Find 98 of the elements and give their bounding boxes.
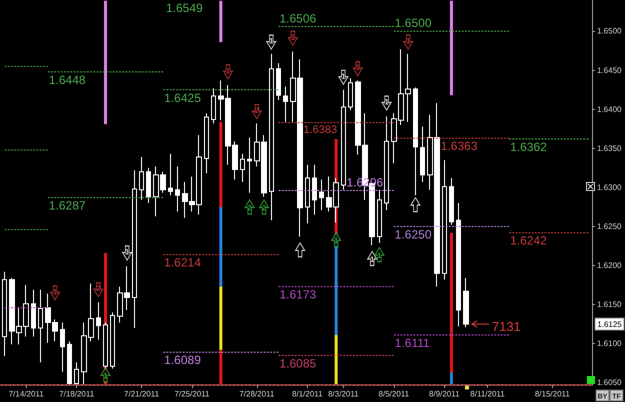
series-label: 1.6362 [510,140,548,154]
bar [450,232,453,373]
candlestick [168,153,173,196]
x-tick-label: 7/28/2011 [239,390,275,398]
text: 1 [341,72,346,81]
bar [219,350,222,384]
candlestick [60,322,65,372]
candlestick [312,164,317,216]
series-label: 1.6111 [394,336,430,350]
y-tick-label: 1.6300 [597,182,622,192]
text: 1 [384,98,389,107]
y-tick-label: 1.6500 [597,26,622,36]
candlestick [442,160,447,280]
series-label: 1.6089 [164,353,202,368]
text: 1 [103,371,108,380]
x-tick-label: 8/1/2011 [292,390,324,398]
y-tick-label: 1.6250 [597,222,622,231]
candlestick [341,89,346,190]
text: 2 [247,203,252,212]
candlestick [463,278,469,328]
candlestick [175,166,180,212]
candlestick [67,340,72,385]
candlestick [31,289,36,338]
price-tag: 1.6125 [594,318,624,331]
candlestick [420,126,425,182]
candlestick [74,362,79,385]
text: 1 [356,63,360,72]
series-label: 1.6173 [279,288,317,302]
y-tick-label: 1.6100 [597,339,622,348]
y-tick-label: 1.6050 [597,378,622,388]
bar [219,122,222,207]
candlestick [384,116,389,211]
candlestick [319,179,324,211]
series-label: 1.6448 [48,72,86,87]
text: 1 [370,254,374,264]
bar [219,0,222,42]
candlestick [247,136,252,194]
candlestick [211,88,216,124]
bar [104,0,108,124]
candlestick [240,153,245,182]
x-tick-label: 7/25/2011 [174,390,210,398]
bar [219,286,222,350]
series-label: 1.6425 [164,90,202,105]
y-tick-label: 1.6400 [597,104,622,114]
text: 1 [406,36,410,46]
x-tick-label: 7/18/2011 [59,390,95,398]
candlestick [377,189,382,244]
series-label: 1.6250 [394,227,432,242]
x-tick-label: 7/14/2011 [8,390,44,398]
x-tick-label: 8/15/2011 [534,390,570,398]
series-label: 1.6085 [279,356,317,370]
candlestick [139,156,144,200]
text: 1 [52,287,58,296]
bar [450,372,453,384]
candlestick [146,167,151,204]
x-tick-label: 8/11/2011 [470,390,506,398]
y-tick-label: 1.6450 [597,66,622,75]
text: 2 [262,203,266,212]
text: 1 [290,32,296,42]
x-tick-label: 8/3/2011 [328,390,360,398]
text: 1 [269,36,274,46]
candlestick [38,289,43,363]
series-label: 1.6287 [48,198,86,213]
bar [450,0,453,96]
x-tick-label: 7/21/2011 [124,390,160,398]
candlestick [456,202,461,327]
candlestick [276,62,281,100]
candlestick [96,302,101,340]
y-tick-label: 1.6150 [597,300,622,310]
candlestick [348,78,353,111]
text: 2 [254,106,260,116]
text: 1 [334,236,338,246]
candlestick [283,86,288,122]
y-tick-label: 1.6350 [597,144,622,153]
candlestick [2,271,7,357]
candlestick [110,312,115,370]
candlestick [204,112,209,174]
bar [219,206,222,287]
annotation: 7131 [492,319,521,334]
bar [334,335,338,384]
x-tick-label: 8/9/2011 [428,390,460,398]
text: 1 [226,66,230,76]
series-label: 1.6506 [279,12,317,26]
series-label: 1 [377,251,382,260]
series-label: 1.6363 [440,139,478,154]
series-label: 2 [96,284,102,294]
candlestick [449,178,454,226]
series-label: 1.6214 [164,256,202,270]
candlestick [413,86,418,196]
text: 1 [124,248,130,257]
y-tick-label: 1.6200 [597,261,622,270]
series-label: 1.6242 [510,234,548,248]
series-label: 1.6500 [394,16,432,30]
candlestick [305,164,310,224]
x-tick-label: 8/5/2011 [378,390,410,398]
annotation: 1.6125 [597,320,622,330]
series-label: 1.6383 [303,124,338,136]
annotation: 1.6549 [166,1,204,15]
